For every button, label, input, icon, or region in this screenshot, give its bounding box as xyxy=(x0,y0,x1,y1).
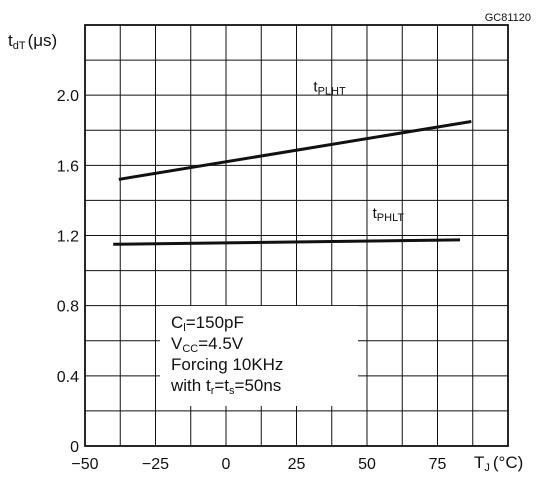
x-tick-label: 25 xyxy=(288,456,306,473)
x-tick-label: 0 xyxy=(222,456,231,473)
y-tick-label: 1.6 xyxy=(57,158,79,175)
series-line-plht xyxy=(118,119,472,181)
x-tick-label: 50 xyxy=(358,456,376,473)
condition-frequency: Forcing 10KHz xyxy=(171,355,283,374)
y-tick-label: 0 xyxy=(70,439,79,456)
y-axis-label: tdT (μs) xyxy=(8,31,57,52)
figure-code: GC81120 xyxy=(485,12,531,24)
y-tick-label: 1.2 xyxy=(57,229,79,246)
y-tick-label: 0.8 xyxy=(57,299,79,316)
x-axis-label: TJ (°C) xyxy=(474,453,523,474)
y-tick-labels: 0 0.4 0.8 1.2 1.6 2.0 xyxy=(57,88,79,456)
plot-frame xyxy=(84,24,509,447)
condition-supply-voltage: VCC=4.5V xyxy=(171,334,244,355)
x-tick-label: −50 xyxy=(71,456,98,473)
y-tick-label: 2.0 xyxy=(57,88,79,105)
x-tick-label: 75 xyxy=(429,456,447,473)
x-tick-labels: −50 −25 0 25 50 75 xyxy=(71,456,446,473)
series-label-phlt: tPHLT xyxy=(373,205,405,224)
series-lines xyxy=(113,119,472,246)
x-tick-label: −25 xyxy=(142,456,169,473)
y-tick-label: 0.4 xyxy=(57,369,79,386)
conditions-box xyxy=(160,306,358,406)
condition-rise-time: with tr=ts=50ns xyxy=(170,376,281,397)
series-label-plht: tPLHT xyxy=(313,79,346,98)
condition-capacitance: Cl=150pF xyxy=(171,313,244,334)
series-line-phlt xyxy=(113,238,461,246)
